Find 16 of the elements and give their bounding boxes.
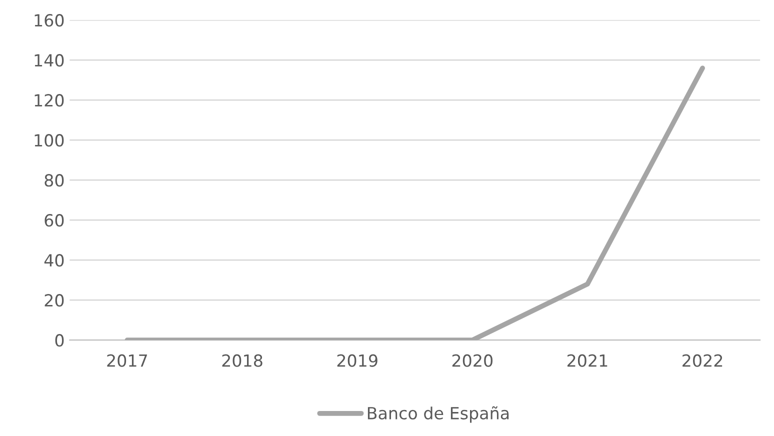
x-tick-label: 2017 bbox=[107, 354, 147, 367]
y-tick-label: 80 bbox=[44, 174, 64, 187]
x-tick-label: 2019 bbox=[337, 354, 378, 367]
y-tick-label: 100 bbox=[34, 134, 64, 147]
x-tick-label: 2018 bbox=[222, 354, 262, 367]
x-tick-label: 2022 bbox=[682, 354, 722, 367]
y-tick-label: 60 bbox=[44, 214, 64, 227]
x-tick-label: 2021 bbox=[567, 354, 608, 367]
y-tick-label: 40 bbox=[44, 254, 64, 267]
y-tick-label: 120 bbox=[34, 94, 64, 107]
y-tick-label: 0 bbox=[55, 334, 64, 347]
x-tick-label: 2020 bbox=[452, 354, 492, 367]
y-tick-label: 160 bbox=[34, 14, 64, 27]
y-tick-label: 140 bbox=[34, 54, 64, 67]
legend-label: Banco de España bbox=[368, 406, 509, 423]
y-tick-label: 20 bbox=[44, 294, 64, 307]
